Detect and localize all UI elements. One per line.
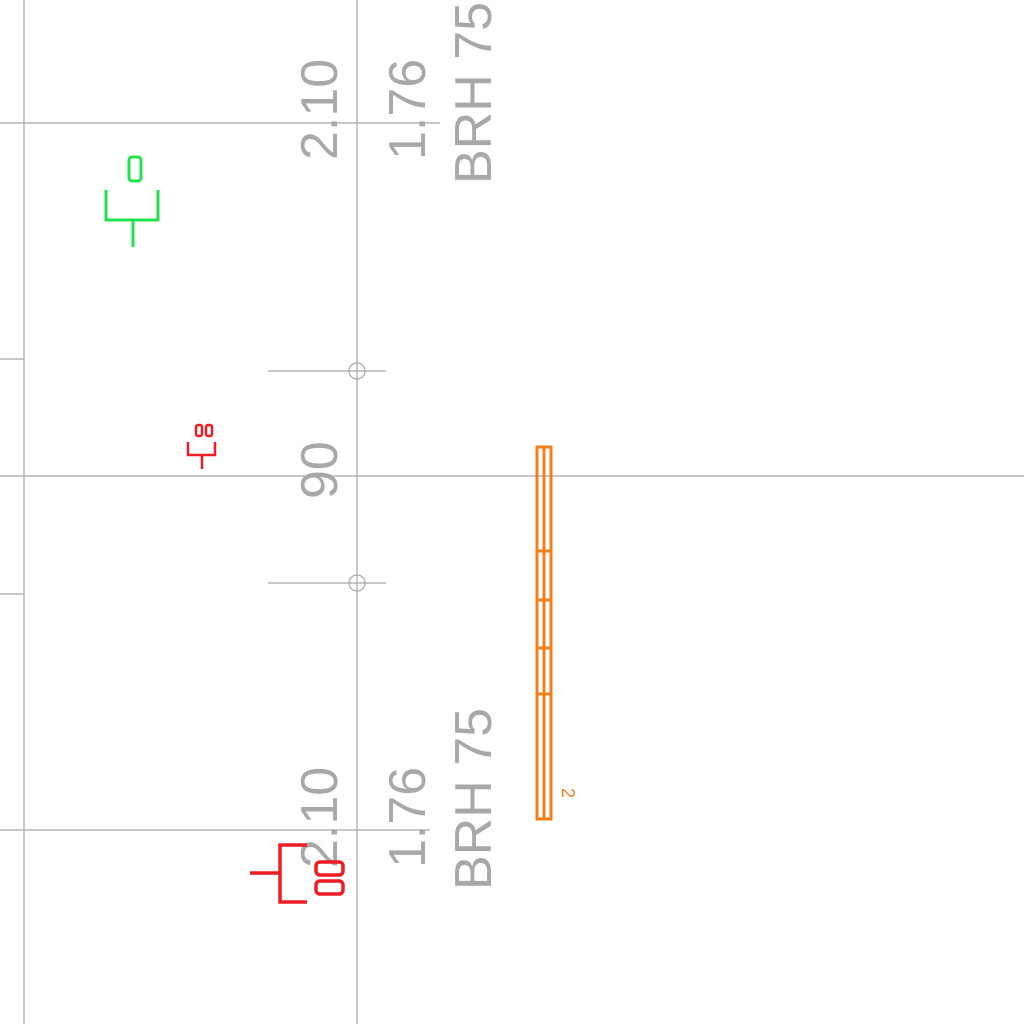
lower-height-label: 2.10 <box>291 767 349 868</box>
socket-symbol-green-icon <box>104 155 160 247</box>
upper-width-label: 1.76 <box>379 59 437 160</box>
middle-dimension-label: 90 <box>291 441 349 499</box>
upper-sill-label: BRH 75 <box>445 2 503 184</box>
orange-beam <box>535 445 553 821</box>
lower-sill-label: BRH 75 <box>445 708 503 890</box>
lower-width-label: 1.76 <box>379 767 437 868</box>
dim-marker-upper <box>348 362 366 380</box>
upper-height-label: 2.10 <box>291 59 349 160</box>
socket-symbol-red-small-icon <box>186 423 217 469</box>
socket-symbol-red-large-icon <box>250 843 345 904</box>
dim-marker-lower <box>348 574 366 592</box>
lower-annotation: 2.10 1.76 BRH 75 <box>291 708 503 890</box>
beam-label: 2 <box>558 788 578 798</box>
upper-annotation: 2.10 1.76 BRH 75 <box>291 2 503 184</box>
